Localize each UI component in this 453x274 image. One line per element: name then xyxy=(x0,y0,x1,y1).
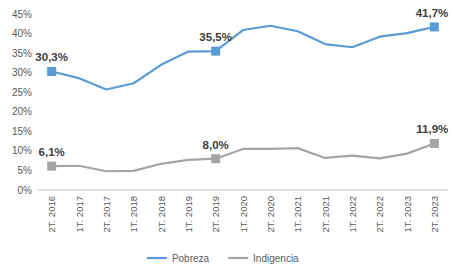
marker xyxy=(47,67,56,76)
y-tick-label: 35% xyxy=(12,48,32,59)
y-tick-label: 0% xyxy=(18,185,33,196)
marker xyxy=(211,47,220,56)
data-label: 41,7% xyxy=(416,7,449,19)
x-tick-label: 2T. 2021 xyxy=(320,196,331,232)
chart: 0% 5% 10% 15% 20% 25% 30% 35% 40% 45% 2T. 2016 1T. … xyxy=(0,0,453,274)
legend-label: Pobreza xyxy=(172,253,210,264)
marker xyxy=(47,162,56,171)
y-tick-label: 25% xyxy=(12,87,32,98)
x-tick-label: 1T. 2022 xyxy=(347,196,358,232)
y-tick-label: 15% xyxy=(12,126,32,137)
x-tick-label: 1T. 2023 xyxy=(402,196,413,232)
data-labels: 30,3% 35,5% 41,7% 6,1% 8,0% 11,9% xyxy=(35,7,448,158)
y-tick-label: 45% xyxy=(12,9,32,20)
x-tick-label: 2T. 2018 xyxy=(156,196,167,232)
marker xyxy=(211,154,220,163)
data-label: 30,3% xyxy=(35,51,68,63)
x-tick-label: 2T. 2017 xyxy=(101,196,112,232)
data-label: 6,1% xyxy=(39,146,65,158)
y-tick-label: 40% xyxy=(12,28,32,39)
y-tick-label: 10% xyxy=(12,145,32,156)
x-tick-label: 2T. 2023 xyxy=(429,196,440,232)
data-label: 35,5% xyxy=(199,31,232,43)
x-tick-label: 1T. 2019 xyxy=(183,196,194,232)
legend-swatch xyxy=(228,257,248,259)
data-label: 11,9% xyxy=(416,123,448,135)
data-label: 8,0% xyxy=(203,139,229,151)
legend-label: Indigencia xyxy=(253,253,299,264)
x-tick-label: 2T. 2020 xyxy=(265,196,276,232)
marker xyxy=(430,22,439,31)
y-tick-label: 30% xyxy=(12,67,32,78)
series-line xyxy=(52,26,435,90)
x-tick-label: 2T. 2022 xyxy=(374,196,385,232)
y-tick-label: 20% xyxy=(12,106,32,117)
x-axis xyxy=(38,190,448,191)
marker xyxy=(430,139,439,148)
x-tick-label: 2T. 2016 xyxy=(46,196,57,232)
x-tick-label: 2T. 2019 xyxy=(210,196,221,232)
y-tick-label: 5% xyxy=(18,165,33,176)
x-tick-label: 1T. 2021 xyxy=(292,196,303,232)
legend: Pobreza Indigencia xyxy=(147,253,299,264)
x-tick-label: 1T. 2020 xyxy=(238,196,249,232)
x-tick-label: 1T. 2018 xyxy=(128,196,139,232)
x-tick-label: 1T. 2017 xyxy=(74,196,85,232)
legend-swatch xyxy=(147,257,167,259)
series-line xyxy=(52,143,435,171)
plot-area xyxy=(47,22,439,171)
